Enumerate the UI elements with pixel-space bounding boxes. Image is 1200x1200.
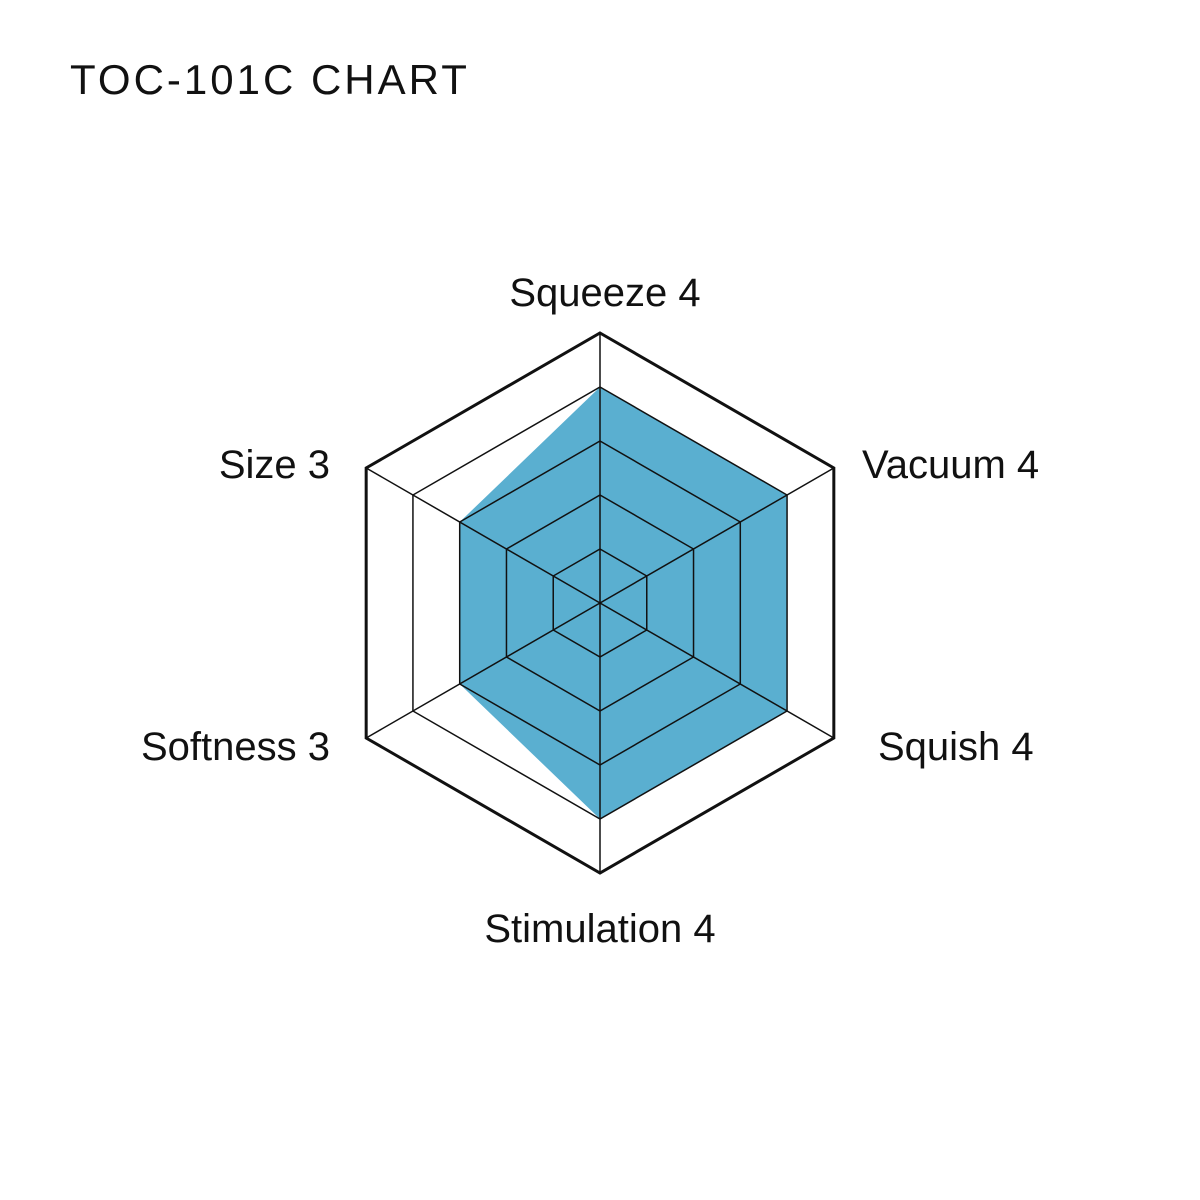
data-area	[459, 387, 788, 819]
axis-label-squish: Squish 4	[878, 725, 1034, 769]
axis-label-vacuum: Vacuum 4	[862, 443, 1039, 487]
axis-spoke-vacuum	[599, 467, 835, 604]
axis-label-squeeze: Squeeze 4	[509, 271, 700, 315]
axis-spoke-size	[365, 467, 601, 604]
chart-title: TOC-101C CHART	[70, 56, 470, 103]
axis-spoke-squish	[599, 602, 835, 739]
axis-spoke-softness	[365, 602, 601, 739]
axis-label-size: Size 3	[219, 443, 330, 487]
axis-label-softness: Softness 3	[141, 725, 330, 769]
axis-label-stimulation: Stimulation 4	[484, 907, 715, 951]
